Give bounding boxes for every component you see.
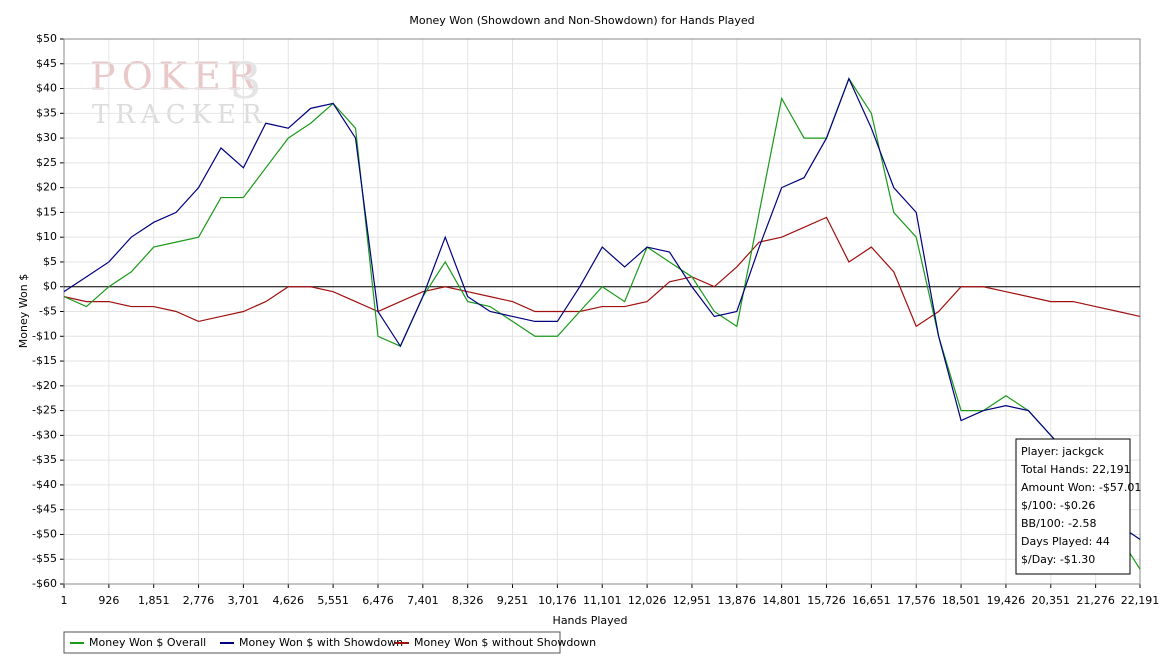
watermark: TRACKER	[92, 100, 268, 130]
info-line: $/100: -$0.26	[1021, 499, 1095, 512]
y-tick-label: -$35	[32, 453, 57, 466]
y-tick-label: $30	[36, 131, 57, 144]
x-tick-label: 3,701	[228, 594, 260, 607]
chart-title: Money Won (Showdown and Non-Showdown) fo…	[409, 14, 754, 27]
series-line	[63, 216, 1141, 328]
y-tick-label: $40	[36, 82, 57, 95]
info-line: $/Day: -$1.30	[1021, 553, 1095, 566]
plot-frame	[63, 38, 1141, 585]
info-line: BB/100: -2.58	[1021, 517, 1096, 530]
legend-label: Money Won $ without Showdown	[414, 636, 596, 649]
y-tick-label: -$15	[32, 354, 57, 367]
info-line: Player: jackgck	[1021, 445, 1104, 458]
y-tick-label: $50	[36, 32, 57, 45]
watermark: POKER	[90, 55, 261, 99]
y-tick-label: -$25	[32, 404, 57, 417]
x-tick-label: 6,476	[362, 594, 394, 607]
y-tick-label: $15	[36, 205, 57, 218]
legend-label: Money Won $ with Showdown	[239, 636, 403, 649]
x-tick-label: 21,276	[1076, 594, 1115, 607]
watermark: 3	[230, 52, 262, 110]
info-line: Amount Won: -$57.01	[1021, 481, 1141, 494]
x-tick-label: 13,876	[718, 594, 757, 607]
x-tick-label: 1,851	[138, 594, 170, 607]
x-tick-label: 10,176	[538, 594, 577, 607]
legend-label: Money Won $ Overall	[89, 636, 206, 649]
y-tick-label: $10	[36, 230, 57, 243]
y-tick-label: $35	[36, 106, 57, 119]
y-tick-label: -$5	[39, 305, 57, 318]
x-tick-label: 22,191	[1121, 594, 1160, 607]
x-axis-label: Hands Played	[553, 614, 628, 627]
y-tick-label: -$10	[32, 329, 57, 342]
x-tick-label: 2,776	[183, 594, 215, 607]
x-tick-label: 926	[98, 594, 119, 607]
legend-box	[63, 631, 561, 654]
x-tick-label: 16,651	[852, 594, 891, 607]
y-tick-label: -$30	[32, 428, 57, 441]
x-tick-label: 14,801	[762, 594, 801, 607]
y-tick-label: -$60	[32, 577, 57, 590]
x-tick-label: 5,551	[317, 594, 349, 607]
info-line: Days Played: 44	[1021, 535, 1110, 548]
y-tick-label: $20	[36, 181, 57, 194]
y-tick-label: $25	[36, 156, 57, 169]
y-tick-label: -$45	[32, 503, 57, 516]
x-tick-label: 17,576	[897, 594, 936, 607]
x-tick-label: 4,626	[273, 594, 305, 607]
x-tick-label: 18,501	[942, 594, 981, 607]
x-tick-label: 20,351	[1032, 594, 1071, 607]
y-tick-label: -$50	[32, 527, 57, 540]
x-tick-label: 1	[61, 594, 68, 607]
x-tick-label: 19,426	[987, 594, 1026, 607]
x-tick-label: 12,951	[673, 594, 712, 607]
x-tick-label: 8,326	[452, 594, 484, 607]
x-tick-label: 11,101	[583, 594, 622, 607]
y-tick-label: $0	[43, 280, 57, 293]
y-tick-label: -$20	[32, 379, 57, 392]
y-tick-label: $45	[36, 57, 57, 70]
info-line: Total Hands: 22,191	[1020, 463, 1131, 476]
x-tick-label: 12,026	[628, 594, 667, 607]
x-tick-label: 9,251	[497, 594, 529, 607]
series-line	[63, 77, 1141, 570]
info-box	[1015, 438, 1131, 575]
y-tick-label: -$40	[32, 478, 57, 491]
series-line	[63, 77, 1141, 540]
x-tick-label: 7,401	[407, 594, 439, 607]
y-axis-label: Money Won $	[17, 274, 30, 348]
y-tick-label: $5	[43, 255, 57, 268]
x-tick-label: 15,726	[807, 594, 846, 607]
y-tick-label: -$55	[32, 552, 57, 565]
